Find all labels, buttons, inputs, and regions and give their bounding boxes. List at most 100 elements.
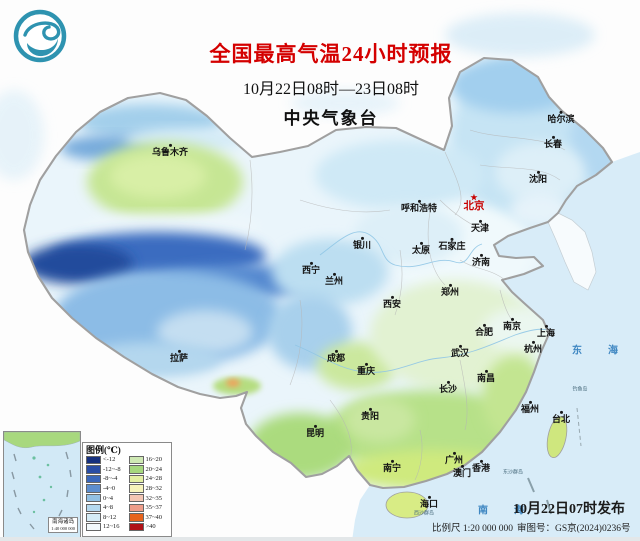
legend-swatch [86,503,101,513]
city-name: 长沙 [438,383,458,394]
legend-row: 28~32 [128,484,169,494]
legend-range-label: 32~35 [145,494,163,502]
city-label: 福州 [520,400,540,414]
inset-map-art [4,432,80,530]
legend-title: 图例(℃) [86,445,121,455]
legend-row: 35~37 [128,503,169,513]
city-label: 石家庄 [438,237,466,251]
city-label: 武汉 [450,344,470,358]
city-dot-icon [478,219,482,223]
city-name: 福州 [520,403,540,414]
city-dot-icon [368,407,372,411]
city-name: 香港 [471,462,491,473]
legend-swatch [86,465,101,474]
legend-range-label: -4~0 [103,485,116,493]
legend-swatch [128,474,144,484]
taiwan-east-dash [576,407,582,447]
city-dot-icon [309,261,313,265]
legend-range-label: >40 [145,523,156,531]
legend-swatch [128,455,144,465]
city-name: 广州 [444,454,464,465]
map-header: 全国最高气温24小时预报 10月22日08时—23日08时 中央气象台 [121,38,541,129]
city-name: 成都 [326,352,346,363]
legend-row: 0~4 [86,493,126,503]
city-label: 兰州 [325,272,343,286]
city-label: 天津 [470,219,490,233]
city-label: 呼和浩特 [401,199,437,213]
city-name: 天津 [470,222,490,233]
city-name: 银川 [352,239,372,250]
legend-swatch [86,484,101,493]
south-china-sea-inset: 南海诸岛 1:40 000 000 [3,431,81,538]
city-label: 拉萨 [170,349,188,363]
city-dot-icon [332,272,336,276]
island-label: 东沙群岛 [502,470,524,476]
city-dot-icon [390,459,394,463]
city-label: 澳门 [453,464,471,478]
city-label: 西安 [383,295,401,309]
legend-range-label: 0~4 [103,494,114,502]
sea-name-label: 东海 [572,345,640,357]
city-name: 南宁 [382,462,402,473]
city-dot-icon [551,135,555,139]
city-name: 西宁 [301,264,321,275]
city-dot-icon [479,459,483,463]
legend-row: 20~24 [128,465,169,475]
maritime-dashes [527,477,552,515]
legend-swatch [128,503,144,513]
city-name: 哈尔滨 [547,113,575,124]
legend-row: -4~0 [86,484,126,494]
inset-label-box: 南海诸岛 1:40 000 000 [48,517,78,533]
city-label: 杭州 [524,340,542,354]
city-dot-icon [510,317,514,321]
legend-column-left: <-12 -12~-8 -8~-4 -4~0 0~4 4~8 8~12 12~16 [86,455,126,532]
city-label: 哈尔滨 [547,110,575,124]
sea-name-label: 南海 [478,505,550,517]
legend-range-label: 8~12 [103,513,117,521]
legend-swatch [128,465,144,474]
legend-row: -12~-8 [86,465,126,475]
rivers [294,231,549,373]
legend-row: 16~20 [128,455,169,465]
city-label: 乌鲁木齐 [151,143,189,157]
city-label: 成都 [326,349,346,363]
legend-row: 37~40 [128,513,169,523]
city-dot-icon [446,380,450,384]
legend-range-label: -8~-4 [103,475,118,483]
city-dot-icon [460,464,464,468]
city-name: 乌鲁木齐 [151,146,189,157]
legend-swatch [128,493,144,503]
city-name: 济南 [471,256,491,267]
city-label: 台北 [552,410,570,424]
release-time: 10月22日07时发布 [513,502,625,517]
agency-name: 中央气象台 [283,109,379,128]
city-label: 南昌 [477,369,495,383]
capital-star-icon: ★ [470,192,478,202]
city-label: 重庆 [357,362,375,376]
city-name: 郑州 [440,286,460,297]
city-dot-icon [390,295,394,299]
city-label: 上海 [536,324,556,338]
legend-range-label: 4~8 [103,504,114,512]
city-name: 武汉 [450,347,470,358]
city-dot-icon [448,283,452,287]
legend-swatch [86,493,101,503]
city-label: 长沙 [438,380,458,394]
hainan-island [385,491,429,519]
city-label: 南宁 [382,459,402,473]
city-dot-icon [479,253,483,257]
legend-swatch [128,484,144,493]
city-name: 上海 [536,327,556,338]
city-label: 济南 [471,253,491,267]
inset-scale: 1:40 000 000 [51,525,75,531]
island-label: 钓鱼岛 [572,387,588,393]
legend-range-label: 16~20 [145,456,163,464]
city-dot-icon [417,199,421,203]
legend-row: 32~35 [128,493,169,503]
city-label: 郑州 [440,283,460,297]
city-dot-icon [419,241,423,245]
legend-range-label: 37~40 [145,513,163,521]
legend-range-label: 35~37 [145,504,163,512]
